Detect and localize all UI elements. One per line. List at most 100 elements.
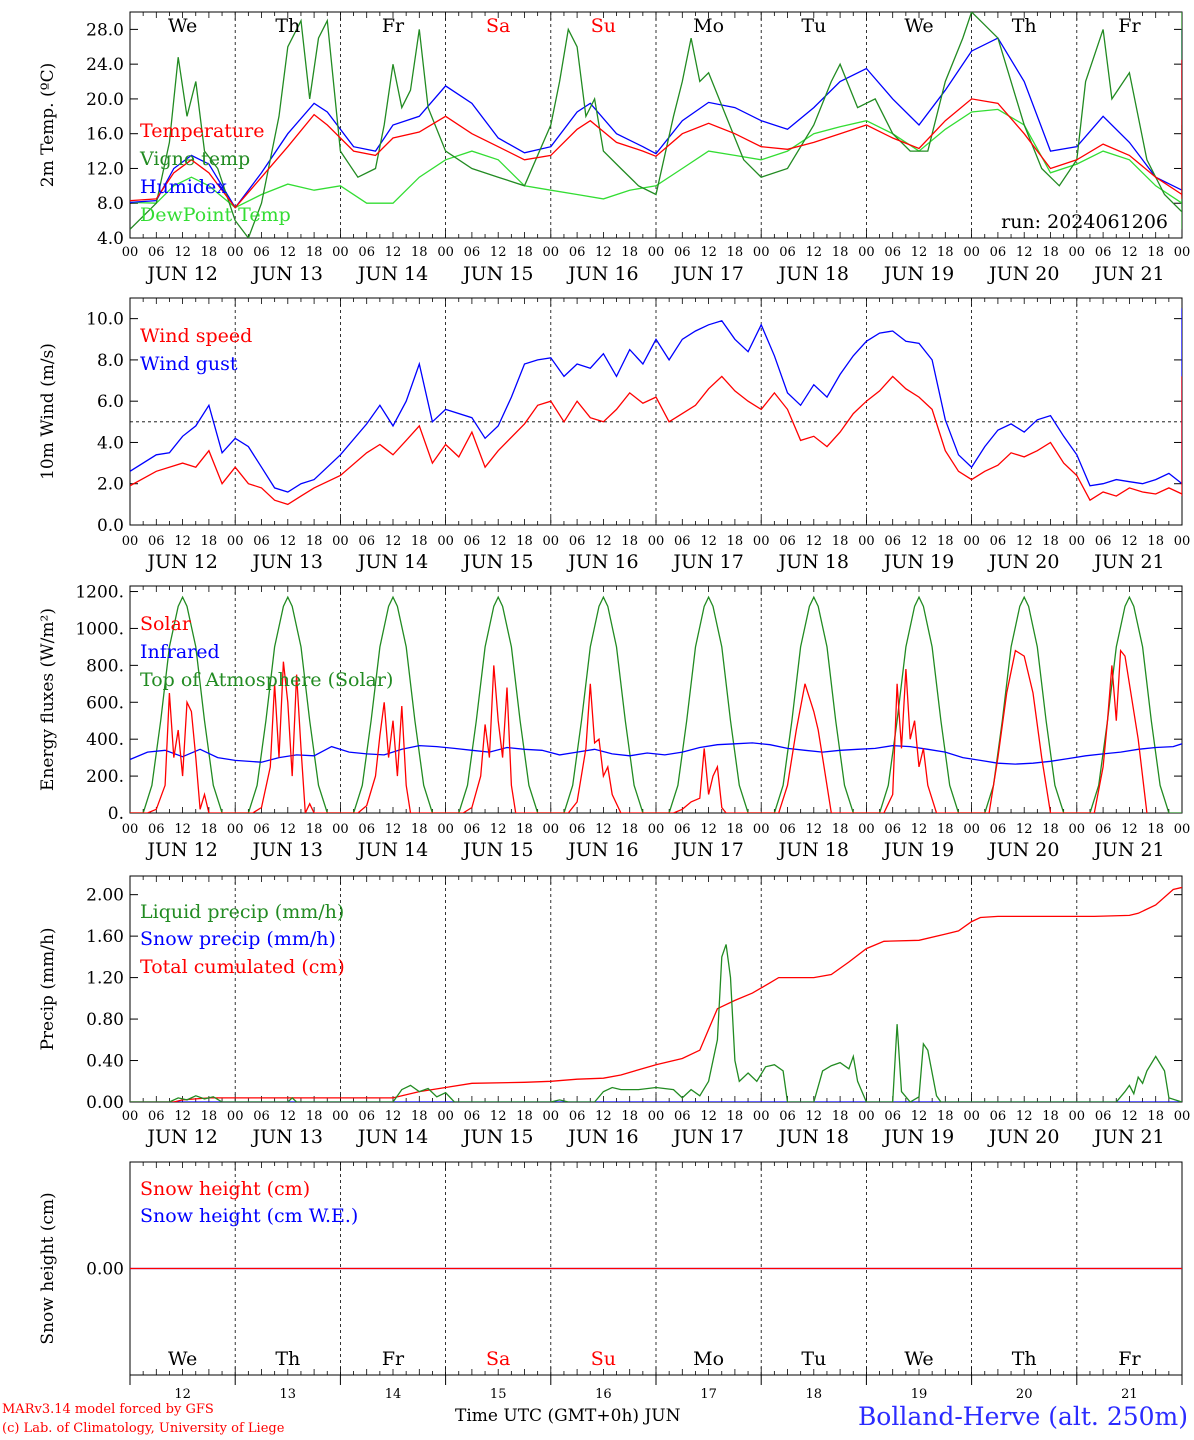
date-label: JUN 19 — [882, 551, 954, 573]
hour-tick-label: 12 — [1121, 534, 1138, 549]
hour-tick-label: 12 — [280, 534, 297, 549]
date-label: JUN 16 — [566, 263, 638, 285]
hour-tick-label: 18 — [516, 534, 533, 549]
date-label: JUN 18 — [777, 551, 849, 573]
hour-tick-label: 12 — [911, 1109, 928, 1124]
hour-tick-label: 06 — [674, 1109, 691, 1124]
hour-tick-label: 18 — [306, 1109, 323, 1124]
y-tick-label: 6.0 — [97, 392, 124, 412]
hour-tick-label: 00 — [543, 822, 560, 837]
hour-tick-label: 06 — [569, 822, 586, 837]
hour-tick-label: 00 — [1069, 534, 1086, 549]
hour-tick-label: 12 — [1016, 1109, 1033, 1124]
date-label: JUN 14 — [356, 1126, 428, 1148]
date-label: JUN 16 — [566, 1126, 638, 1148]
date-label: JUN 14 — [356, 263, 428, 285]
weekday-label-bottom: Th — [275, 1348, 300, 1370]
y-tick-label: 10.0 — [86, 310, 124, 330]
hour-tick-label: 00 — [122, 534, 139, 549]
series-line-vigne — [130, 12, 1182, 238]
hour-tick-label: 12 — [174, 822, 191, 837]
hour-tick-label: 18 — [516, 822, 533, 837]
date-label: JUN 20 — [987, 551, 1059, 573]
hour-tick-label: 06 — [990, 822, 1007, 837]
date-label: JUN 17 — [671, 263, 743, 285]
hour-tick-label: 18 — [832, 534, 849, 549]
time-axis-label: Time UTC (GMT+0h) JUN — [455, 1406, 681, 1426]
hour-tick-label: 06 — [990, 245, 1007, 260]
date-label: JUN 12 — [145, 839, 217, 861]
date-label: JUN 20 — [987, 263, 1059, 285]
date-label: JUN 14 — [356, 839, 428, 861]
day-number-label: 18 — [806, 1387, 823, 1402]
hour-tick-label: 06 — [253, 1109, 270, 1124]
hour-tick-label: 06 — [358, 1109, 375, 1124]
hour-tick-label: 18 — [516, 1109, 533, 1124]
y-tick-label: 16.0 — [86, 125, 124, 145]
series-line-gust — [130, 742, 1182, 765]
legend-entry: Top of Atmosphere (Solar) — [140, 669, 393, 691]
series-line-temperature — [130, 886, 1182, 1102]
hour-tick-label: 06 — [148, 822, 165, 837]
panel-2: 0.0 2.0 4.0 6.0 8.0 10.0 10m Wind (m/s) 00 06 12 1… — [38, 297, 1191, 573]
hour-tick-label: 06 — [674, 822, 691, 837]
hour-tick-label: 18 — [1042, 822, 1059, 837]
hour-tick-label: 00 — [648, 534, 665, 549]
hour-tick-label: 06 — [884, 822, 901, 837]
hour-tick-label: 00 — [753, 534, 770, 549]
hour-tick-label: 12 — [911, 534, 928, 549]
y-tick-label: 0.0 — [97, 516, 124, 536]
hour-tick-label: 12 — [280, 245, 297, 260]
hour-tick-label: 00 — [437, 245, 454, 260]
y-tick-label: 4.0 — [97, 229, 124, 249]
y-tick-label: 1200. — [75, 583, 124, 603]
hour-tick-label: 18 — [727, 1109, 744, 1124]
hour-tick-label: 00 — [1174, 245, 1191, 260]
date-label: JUN 15 — [461, 1126, 533, 1148]
hour-tick-label: 12 — [700, 1109, 717, 1124]
hour-tick-label: 18 — [937, 1109, 954, 1124]
weekday-label-bottom: Tu — [801, 1348, 826, 1370]
hour-tick-label: 00 — [1174, 534, 1191, 549]
y-tick-label: 8.0 — [97, 351, 124, 371]
hour-tick-label: 00 — [858, 245, 875, 260]
hour-tick-label: 06 — [569, 245, 586, 260]
hour-tick-label: 18 — [411, 1109, 428, 1124]
y-tick-label: 0.40 — [86, 1052, 124, 1072]
hour-tick-label: 00 — [122, 245, 139, 260]
day-number-label: 17 — [700, 1387, 717, 1402]
hour-tick-label: 06 — [253, 245, 270, 260]
hour-tick-label: 12 — [806, 1109, 823, 1124]
hour-tick-label: 18 — [832, 822, 849, 837]
hour-tick-label: 12 — [385, 245, 402, 260]
hour-tick-label: 12 — [1121, 1109, 1138, 1124]
hour-tick-label: 18 — [1147, 822, 1164, 837]
hour-tick-label: 06 — [464, 534, 481, 549]
series-line-toa — [130, 595, 1182, 813]
series-line-humidex — [130, 29, 1182, 209]
hour-tick-label: 18 — [621, 822, 638, 837]
hour-tick-label: 06 — [674, 534, 691, 549]
hour-tick-label: 00 — [1174, 1109, 1191, 1124]
hour-tick-label: 12 — [385, 534, 402, 549]
date-label: JUN 19 — [882, 1126, 954, 1148]
legend-entry: Solar — [140, 613, 192, 635]
hour-tick-label: 00 — [648, 1109, 665, 1124]
hour-tick-label: 18 — [1042, 245, 1059, 260]
hour-tick-label: 12 — [490, 245, 507, 260]
day-number-label: 20 — [1016, 1387, 1033, 1402]
hour-tick-label: 18 — [1147, 534, 1164, 549]
hour-tick-label: 00 — [963, 1109, 980, 1124]
hour-tick-label: 00 — [543, 245, 560, 260]
y-tick-label: 2.00 — [86, 886, 124, 906]
series-line-temperature — [130, 59, 1182, 209]
weekday-label-bottom: Fr — [382, 1348, 405, 1370]
weekday-label-top: Mo — [693, 15, 724, 37]
weekday-label-top: Tu — [801, 15, 826, 37]
date-label: JUN 21 — [1092, 263, 1164, 285]
model-credit: MARv3.14 model forced by GFS — [2, 1402, 214, 1417]
hour-tick-label: 12 — [595, 245, 612, 260]
date-label: JUN 18 — [777, 1126, 849, 1148]
hour-tick-label: 18 — [621, 534, 638, 549]
